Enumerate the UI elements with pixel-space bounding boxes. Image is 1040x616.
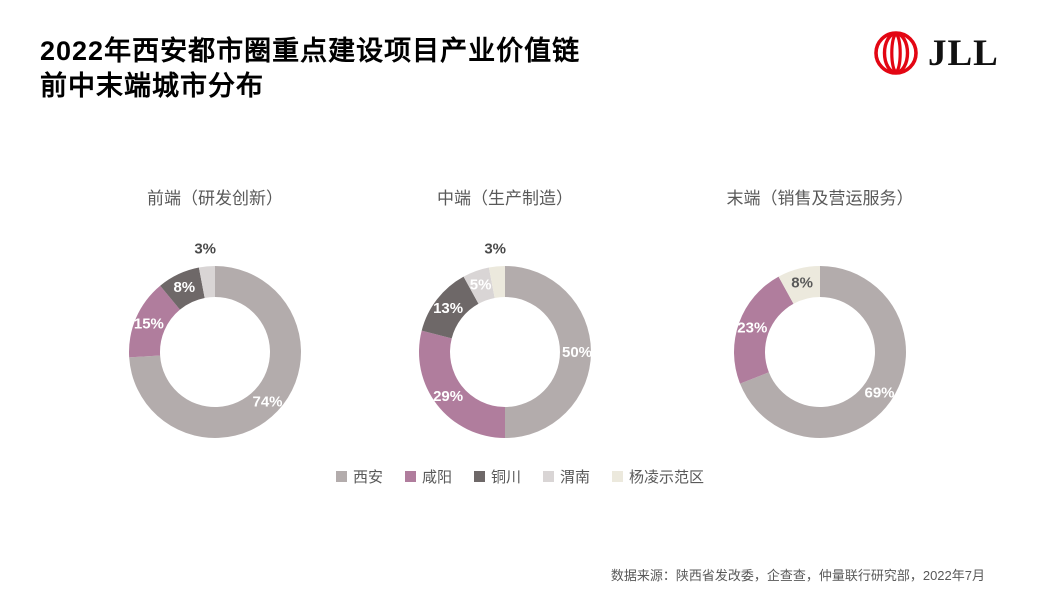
donut-slice-铜川 — [160, 267, 205, 310]
legend-label-xianyang: 咸阳 — [421, 469, 452, 486]
donut-slice-西安 — [740, 266, 907, 438]
slice-label-铜川: 8% — [173, 279, 195, 296]
legend-item-weinan: 渭南 — [543, 466, 590, 487]
slice-label-西安: 69% — [864, 385, 894, 402]
legend-swatch-xianyang — [404, 471, 416, 482]
slice-label-渭南: 5% — [470, 276, 492, 293]
page-title-line2: 前中末端城市分布 — [40, 71, 264, 102]
donut-slice-西安 — [129, 266, 302, 438]
chart-title-front: 前端（研发创新） — [147, 189, 283, 208]
slice-label-杨凌示范区: 8% — [791, 274, 813, 291]
chart-middle-end: 中端（生产制造） 50% 29% 13% 5% 3% — [385, 188, 625, 468]
legend-item-xianyang: 咸阳 — [404, 466, 452, 487]
donut-slice-铜川 — [421, 276, 479, 339]
legend-swatch-yangling — [612, 471, 624, 482]
legend-item-tongchuan: 铜川 — [473, 466, 521, 487]
jll-logo: JLL — [872, 28, 1002, 78]
chart-title-middle: 中端（生产制造） — [437, 189, 573, 208]
donut-chart-middle: 50% 29% 13% 5% 3% — [418, 241, 592, 438]
jll-logo-text: JLL — [928, 32, 999, 74]
legend-item-yangling: 杨凌示范区 — [612, 466, 704, 487]
donut-slice-咸阳 — [418, 330, 505, 438]
legend-label-weinan: 渭南 — [560, 469, 591, 486]
donut-slice-渭南 — [463, 267, 495, 304]
legend-item-xian: 西安 — [335, 466, 383, 487]
legend-label-yangling: 杨凌示范区 — [629, 469, 705, 486]
donut-slice-咸阳 — [734, 276, 794, 384]
slice-label-铜川: 13% — [433, 300, 463, 317]
donut-slice-咸阳 — [129, 285, 180, 358]
chart-front-end: 前端（研发创新） 74% 15% 8% 3% — [95, 188, 335, 468]
slice-label-渭南: 3% — [194, 241, 216, 258]
chart-title-back: 末端（销售及营运服务） — [726, 189, 914, 208]
legend-swatch-weinan — [543, 471, 554, 482]
donut-slice-渭南 — [198, 266, 215, 298]
legend-label-xian: 西安 — [352, 469, 383, 486]
legend-swatch-xian — [335, 471, 347, 482]
donut-slice-杨凌示范区 — [778, 266, 820, 304]
donut-chart-back: 69% 23% 8% — [734, 266, 907, 438]
slice-label-西安: 50% — [562, 344, 592, 361]
slice-label-咸阳: 29% — [433, 388, 463, 405]
data-source-note: 数据来源：陕西省发改委，企查查，仲量联行研究部，2022年7月 — [610, 568, 985, 583]
legend-label-tongchuan: 铜川 — [490, 469, 521, 486]
chart-back-end: 末端（销售及营运服务） 69% 23% 8% — [700, 188, 940, 468]
slice-label-杨凌示范区: 3% — [484, 241, 506, 258]
chart-legend: 西安 咸阳 铜川 渭南 杨凌示范区 — [0, 466, 1040, 487]
donut-slice-杨凌示范区 — [488, 266, 505, 298]
jll-globe-icon — [874, 31, 918, 75]
slice-label-西安: 74% — [252, 393, 282, 410]
slice-label-咸阳: 15% — [134, 315, 164, 332]
donut-chart-front: 74% 15% 8% 3% — [129, 241, 302, 438]
donut-slice-西安 — [505, 266, 591, 438]
page-title: 2022年西安都市圈重点建设项目产业价值链 前中末端城市分布 — [40, 34, 580, 104]
legend-swatch-tongchuan — [473, 471, 485, 482]
page-title-line1: 2022年西安都市圈重点建设项目产业价值链 — [40, 36, 581, 66]
slice-label-咸阳: 23% — [737, 320, 767, 337]
